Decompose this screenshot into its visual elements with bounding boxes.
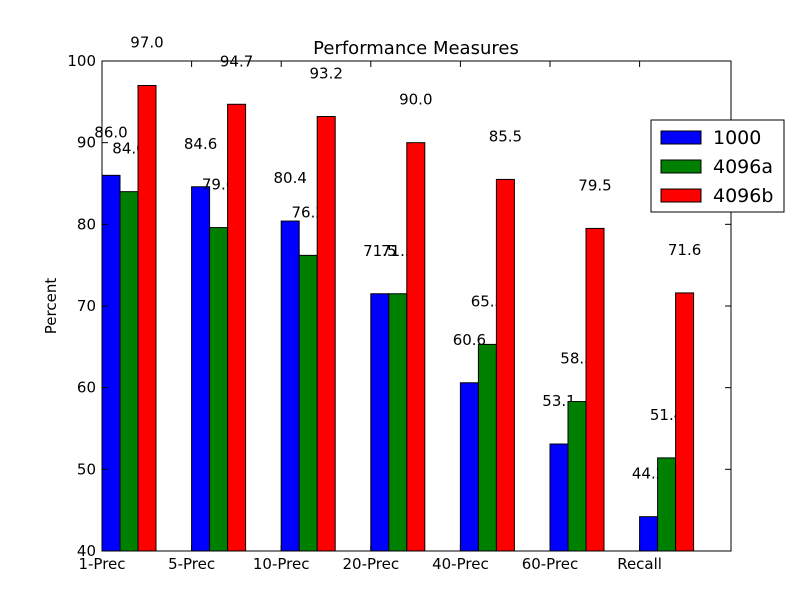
- bar-4096b-5-Prec: [227, 103, 247, 552]
- plot-area: 86.0 84.6 80.4 71.5 60.6 53.1 44.2 84.0 79.6 76.2…: [67, 34, 732, 573]
- bar-4096a-10-Prec: [298, 254, 318, 552]
- x-tick-label: 1-Prec: [78, 555, 125, 573]
- value-label: 85.5: [489, 127, 522, 145]
- bar-4096b-20-Prec: [406, 142, 426, 552]
- bar-1000-60-Prec: [549, 443, 569, 552]
- bar-4096a-20-Prec: [388, 293, 408, 552]
- bar-1000-20-Prec: [370, 293, 390, 552]
- y-tick-label: 70: [77, 297, 96, 315]
- x-tick-label: 20-Prec: [342, 555, 399, 573]
- legend-swatch-4096b: [660, 188, 702, 203]
- chart-title: Performance Measures: [313, 38, 519, 59]
- bar-4096b-10-Prec: [316, 116, 336, 552]
- value-label: 86.0: [94, 123, 127, 141]
- bar-4096b-60-Prec: [585, 227, 605, 552]
- bar-4096a-40-Prec: [477, 343, 497, 552]
- y-tick-label: 40: [77, 542, 96, 560]
- value-label: 84.6: [184, 135, 217, 153]
- value-label: 71.6: [668, 241, 701, 259]
- bar-1000-1-Prec: [101, 174, 121, 552]
- y-tick-label: 60: [77, 379, 96, 397]
- value-label: 84.0: [112, 140, 145, 158]
- value-label: 44.2: [632, 465, 665, 483]
- bar-4096a-1-Prec: [119, 191, 139, 552]
- legend-swatch-1000: [660, 130, 702, 145]
- x-tick-label: Recall: [617, 555, 662, 573]
- y-tick-label: 50: [77, 460, 96, 478]
- y-tick-label: 90: [77, 134, 96, 152]
- legend-swatch-4096a: [660, 159, 702, 174]
- value-label: 79.6: [202, 176, 235, 194]
- y-axis-label: Percent: [42, 278, 60, 335]
- value-label: 51.4: [650, 406, 683, 424]
- bar-1000-10-Prec: [280, 220, 300, 552]
- value-label: 71.5: [363, 242, 396, 260]
- bar-1000-40-Prec: [459, 382, 479, 552]
- bar-4096b-40-Prec: [495, 178, 515, 552]
- value-label: 58.3: [560, 350, 593, 368]
- value-label: 79.5: [578, 176, 611, 194]
- legend-label-4096b: 4096b: [713, 185, 773, 207]
- bar-4096b-Recall: [675, 292, 695, 552]
- bar-1000-5-Prec: [191, 186, 211, 552]
- legend-label-1000: 1000: [713, 127, 761, 149]
- x-tick-label: 10-Prec: [253, 555, 310, 573]
- value-label: 65.3: [471, 292, 504, 310]
- x-tick-label: 40-Prec: [432, 555, 489, 573]
- value-label: 93.2: [309, 65, 342, 83]
- bar-4096a-5-Prec: [209, 227, 229, 552]
- bar-1000-Recall: [639, 516, 659, 552]
- y-tick-label: 100: [67, 52, 96, 70]
- bar-4096b-1-Prec: [137, 85, 157, 552]
- x-tick-label: 5-Prec: [168, 555, 215, 573]
- x-tick-label: 60-Prec: [522, 555, 579, 573]
- legend-label-4096a: 4096a: [713, 156, 773, 178]
- value-label: 71.5: [381, 242, 414, 260]
- value-label: 76.2: [291, 203, 324, 221]
- value-label: 80.4: [273, 169, 306, 187]
- value-label: 90.0: [399, 91, 432, 109]
- bar-4096a-60-Prec: [567, 401, 587, 552]
- value-label: 97.0: [130, 34, 163, 52]
- bar-4096a-Recall: [657, 457, 677, 552]
- legend: 1000 4096a 4096b: [650, 119, 785, 213]
- value-label: 53.1: [542, 392, 575, 410]
- value-label: 60.6: [453, 331, 486, 349]
- y-tick-label: 80: [77, 215, 96, 233]
